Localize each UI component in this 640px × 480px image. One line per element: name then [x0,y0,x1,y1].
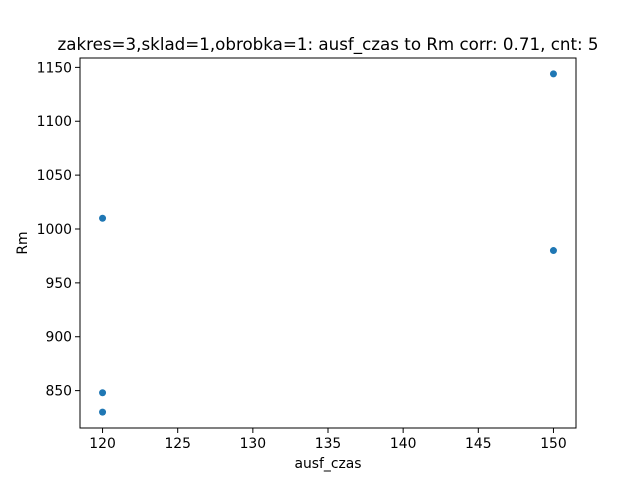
chart-title: zakres=3,sklad=1,obrobka=1: ausf_czas to… [57,34,598,55]
x-tick-label: 125 [164,436,191,452]
x-tick-label: 120 [89,436,116,452]
y-tick-label: 1150 [37,60,72,76]
x-tick-label: 130 [240,436,267,452]
y-tick-label: 950 [45,276,72,292]
scatter-point [99,215,106,222]
scatter-point [550,247,557,254]
x-tick-label: 150 [540,436,567,452]
y-tick-label: 850 [45,384,72,400]
y-axis-label: Rm [15,231,31,254]
x-tick-label: 145 [465,436,492,452]
scatter-point [99,409,106,416]
y-tick-label: 900 [45,330,72,346]
x-tick-label: 135 [315,436,342,452]
scatter-point [99,389,106,396]
y-tick-label: 1000 [37,222,72,238]
scatter-point [550,70,557,77]
x-tick-label: 140 [390,436,417,452]
y-tick-label: 1050 [37,168,72,184]
y-tick-label: 1100 [37,114,72,130]
x-axis-label: ausf_czas [294,456,361,472]
